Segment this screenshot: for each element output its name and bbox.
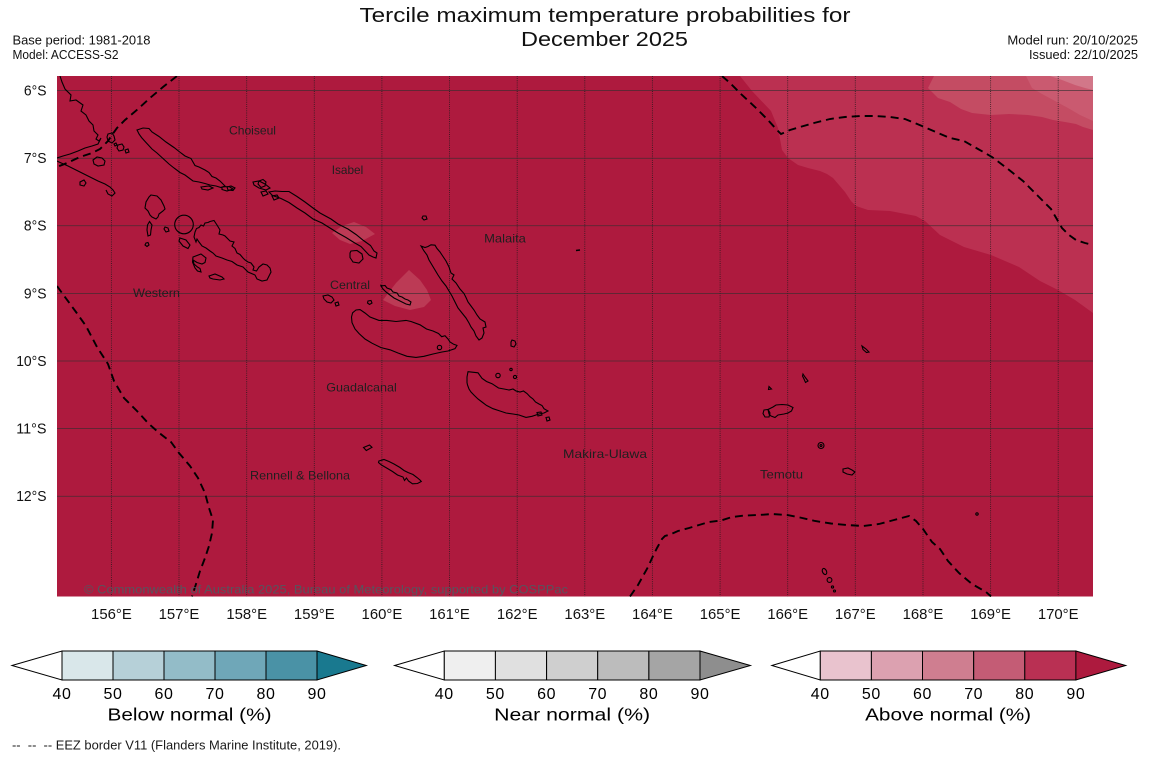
svg-text:Above normal (%): Above normal (%) xyxy=(865,705,1031,725)
svg-text:170°E: 170°E xyxy=(1038,607,1079,623)
svg-text:December 2025: December 2025 xyxy=(521,28,688,51)
svg-text:Base period: 1981-2018: Base period: 1981-2018 xyxy=(13,32,151,47)
svg-text:Choiseul: Choiseul xyxy=(229,125,276,138)
svg-text:80: 80 xyxy=(257,686,276,703)
svg-text:40: 40 xyxy=(435,686,454,703)
svg-text:11°S: 11°S xyxy=(16,422,46,438)
svg-text:7°S: 7°S xyxy=(24,151,47,167)
svg-text:Makira-Ulawa: Makira-Ulawa xyxy=(563,448,648,461)
svg-text:70: 70 xyxy=(964,686,983,703)
svg-text:Isabel: Isabel xyxy=(332,164,364,177)
svg-text:80: 80 xyxy=(639,686,658,703)
svg-text:Model: ACCESS-S2: Model: ACCESS-S2 xyxy=(13,47,119,62)
svg-text:Guadalcanal: Guadalcanal xyxy=(326,382,397,395)
svg-text:6°S: 6°S xyxy=(24,84,47,100)
svg-text:60: 60 xyxy=(155,686,174,703)
svg-text:70: 70 xyxy=(588,686,607,703)
svg-text:9°S: 9°S xyxy=(24,286,47,302)
svg-text:163°E: 163°E xyxy=(564,607,605,623)
svg-text:158°E: 158°E xyxy=(226,607,267,623)
svg-text:156°E: 156°E xyxy=(91,607,132,623)
svg-text:90: 90 xyxy=(691,686,710,703)
svg-text:70: 70 xyxy=(206,686,225,703)
svg-text:Temotu: Temotu xyxy=(760,469,803,482)
svg-text:50: 50 xyxy=(104,686,123,703)
svg-text:10°S: 10°S xyxy=(16,354,46,370)
svg-text:90: 90 xyxy=(308,686,327,703)
svg-text:60: 60 xyxy=(913,686,932,703)
svg-text:Below normal (%): Below normal (%) xyxy=(108,705,272,725)
svg-text:Near normal (%): Near normal (%) xyxy=(494,705,650,725)
svg-text:162°E: 162°E xyxy=(497,607,538,623)
svg-text:40: 40 xyxy=(811,686,830,703)
svg-text:Malaita: Malaita xyxy=(484,233,526,246)
svg-text:159°E: 159°E xyxy=(294,607,335,623)
svg-text:161°E: 161°E xyxy=(429,607,470,623)
svg-text:165°E: 165°E xyxy=(700,607,741,623)
svg-text:50: 50 xyxy=(862,686,881,703)
svg-text:Rennell & Bellona: Rennell & Bellona xyxy=(250,470,351,483)
svg-text:157°E: 157°E xyxy=(159,607,200,623)
svg-text:166°E: 166°E xyxy=(767,607,808,623)
svg-text:8°S: 8°S xyxy=(24,219,47,235)
svg-text:167°E: 167°E xyxy=(835,607,876,623)
svg-text:168°E: 168°E xyxy=(903,607,944,623)
svg-text:Tercile maximum temperature pr: Tercile maximum temperature probabilitie… xyxy=(360,4,851,27)
svg-text:Model run: 20/10/2025: Model run: 20/10/2025 xyxy=(1007,32,1138,47)
svg-text:90: 90 xyxy=(1066,686,1085,703)
svg-text:Western: Western xyxy=(133,287,180,300)
svg-text:-- -- -- EEZ border V11 (Fla: -- -- -- EEZ border V11 (Flanders Marine… xyxy=(12,739,341,753)
svg-text:40: 40 xyxy=(53,686,72,703)
svg-text:12°S: 12°S xyxy=(16,489,46,505)
svg-text:60: 60 xyxy=(537,686,556,703)
svg-text:Central: Central xyxy=(330,279,370,292)
svg-text:© Commonwealth of Australia 20: © Commonwealth of Australia 2025, Bureau… xyxy=(84,583,568,597)
svg-text:164°E: 164°E xyxy=(632,607,673,623)
svg-text:169°E: 169°E xyxy=(970,607,1011,623)
svg-text:50: 50 xyxy=(486,686,505,703)
svg-text:160°E: 160°E xyxy=(362,607,403,623)
svg-text:Issued: 22/10/2025: Issued: 22/10/2025 xyxy=(1029,47,1138,62)
svg-text:80: 80 xyxy=(1015,686,1034,703)
